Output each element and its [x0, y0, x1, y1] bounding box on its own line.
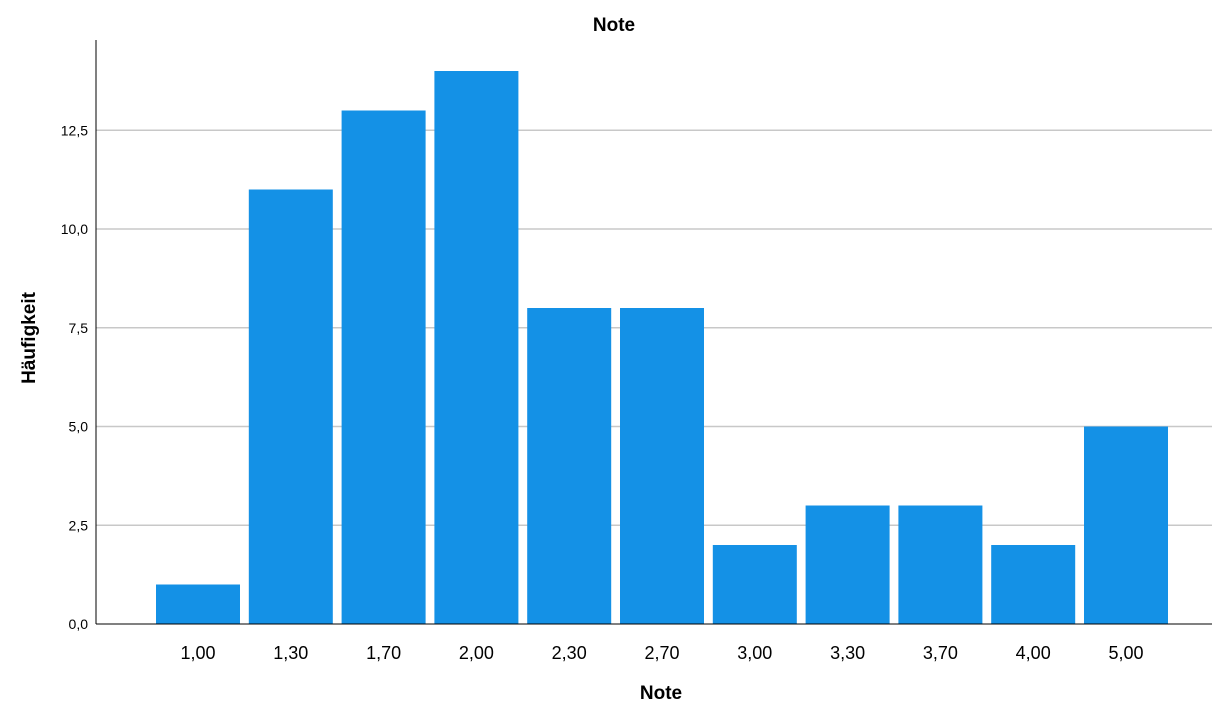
y-tick-labels: 0,0 2,5 5,0 7,5 10,0 12,5: [61, 122, 88, 632]
x-tick-label: 2,30: [552, 643, 587, 663]
x-tick-label: 1,00: [180, 643, 215, 663]
bar-2-00: [434, 71, 519, 624]
bar-3-70: [898, 505, 983, 624]
bar-3-00: [712, 545, 797, 624]
bar-3-30: [805, 505, 890, 624]
y-tick-label: 0,0: [69, 616, 89, 632]
bar-2-30: [527, 308, 612, 624]
x-tick-label: 2,00: [459, 643, 494, 663]
bar-4-00: [991, 545, 1076, 624]
bar-1-30: [248, 189, 333, 624]
y-tick-label: 7,5: [69, 320, 89, 336]
x-tick-label: 3,70: [923, 643, 958, 663]
bar-1-70: [341, 110, 426, 624]
x-tick-label: 5,00: [1108, 643, 1143, 663]
x-tick-label: 3,30: [830, 643, 865, 663]
bar-2-70: [620, 308, 704, 624]
bar-1-00: [156, 584, 240, 624]
y-tick-label: 5,0: [69, 419, 89, 435]
y-tick-label: 10,0: [61, 221, 88, 237]
x-tick-labels: 1,00 1,30 1,70 2,00 2,30 2,70 3,00 3,30 3,70 4,00…: [180, 643, 1143, 663]
y-tick-label: 12,5: [61, 122, 88, 138]
bar-5-00: [1084, 426, 1168, 624]
x-tick-label: 3,00: [737, 643, 772, 663]
x-tick-label: 1,70: [366, 643, 401, 663]
x-tick-label: 2,70: [644, 643, 679, 663]
y-axis-title: Häufigkeit: [19, 291, 40, 384]
chart-title: Note: [593, 15, 635, 36]
x-tick-label: 1,30: [273, 643, 308, 663]
x-axis-title: Note: [640, 683, 682, 704]
x-tick-label: 4,00: [1016, 643, 1051, 663]
y-tick-label: 2,5: [69, 517, 89, 533]
bars: [156, 71, 1168, 624]
